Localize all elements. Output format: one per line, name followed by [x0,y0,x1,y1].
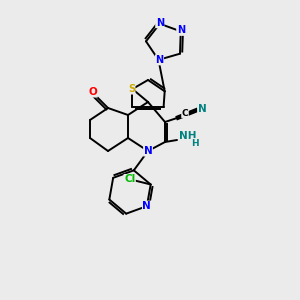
Text: H: H [191,139,199,148]
Text: Cl: Cl [124,175,135,184]
Text: N: N [156,18,164,28]
Text: O: O [88,87,98,97]
Text: N: N [144,146,152,156]
Text: N: N [155,55,164,65]
Text: N: N [177,26,185,35]
Text: N: N [198,104,206,114]
Text: NH: NH [179,131,197,141]
Text: C: C [182,109,188,118]
Text: N: N [142,201,151,211]
Text: S: S [128,84,135,94]
